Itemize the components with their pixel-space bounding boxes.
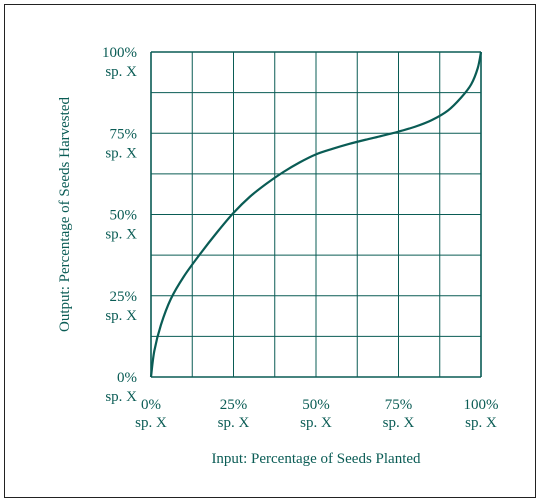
x-tick-label: 100% sp. X [464,397,499,431]
grid [150,51,482,378]
x-tick-label: 0% sp. X [135,397,167,431]
y-tick-label: 0% sp. X [105,370,137,405]
x-tick-label: 50% sp. X [300,397,332,431]
chart-frame: 0% sp. X 25% sp. X 50% sp. X 75% sp. X 100% sp. X… [4,4,536,498]
y-axis-ticks: 0% sp. X 25% sp. X 50% sp. X 75% sp. X 100% sp. X [102,45,137,405]
x-tick-label: 75% sp. X [383,397,415,431]
series-layer [149,51,483,378]
y-tick-label: 75% sp. X [105,126,137,161]
line-chart: 0% sp. X 25% sp. X 50% sp. X 75% sp. X 100% sp. X… [57,45,499,467]
y-axis-label: Output: Percentage of Seeds Harvested [57,97,73,332]
x-axis-ticks: 0% sp. X 25% sp. X 50% sp. X 75% sp. X 100% sp. X [135,397,498,431]
y-tick-label: 25% sp. X [105,289,137,324]
y-tick-label: 50% sp. X [105,208,137,243]
x-tick-label: 25% sp. X [218,397,250,431]
y-tick-label: 100% sp. X [102,45,137,80]
series-line [149,51,483,378]
x-axis-label: Input: Percentage of Seeds Planted [211,451,421,467]
